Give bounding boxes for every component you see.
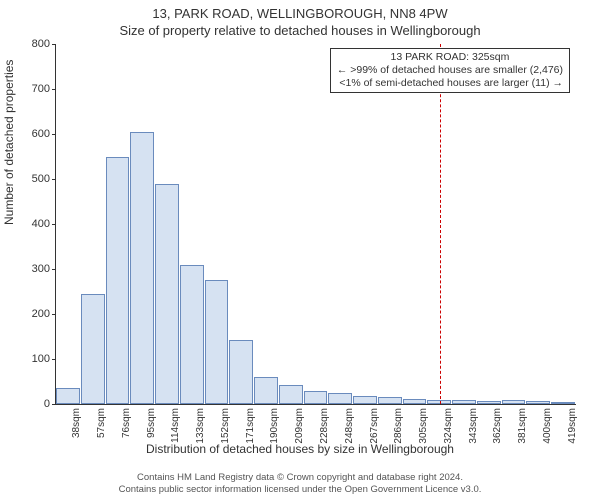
y-tick-label: 700 [28, 83, 50, 95]
histogram-bar [304, 391, 328, 405]
x-tick-label: 57sqm [96, 408, 107, 438]
histogram-bar [205, 280, 229, 404]
x-tick-label: 305sqm [418, 408, 429, 444]
histogram-bar [403, 399, 427, 404]
y-tick-label: 500 [28, 173, 50, 185]
x-tick-label: 286sqm [393, 408, 404, 444]
chart-title: Size of property relative to detached ho… [0, 21, 600, 38]
annot-line3: <1% of semi-detached houses are larger (… [337, 77, 563, 90]
x-tick-label: 343sqm [468, 408, 479, 444]
chart-supertitle: 13, PARK ROAD, WELLINGBOROUGH, NN8 4PW [0, 0, 600, 21]
x-tick-label: 190sqm [269, 408, 280, 444]
histogram-bar [477, 401, 501, 404]
histogram-bar [328, 393, 352, 404]
x-tick-label: 95sqm [146, 408, 157, 438]
x-tick-label: 419sqm [567, 408, 578, 444]
x-tick-label: 362sqm [492, 408, 503, 444]
y-tick-label: 800 [28, 38, 50, 50]
footer-attribution: Contains HM Land Registry data © Crown c… [0, 472, 600, 496]
histogram-bar [353, 396, 377, 404]
histogram-bar [526, 401, 550, 404]
x-tick-label: 400sqm [542, 408, 553, 444]
plot-area: 38sqm57sqm76sqm95sqm114sqm133sqm152sqm17… [55, 44, 575, 404]
x-tick-label: 152sqm [220, 408, 231, 444]
chart-container: 13, PARK ROAD, WELLINGBOROUGH, NN8 4PW S… [0, 0, 600, 500]
histogram-bar [81, 294, 105, 404]
x-tick-label: 38sqm [71, 408, 82, 438]
y-tick-label: 300 [28, 263, 50, 275]
x-tick-label: 228sqm [319, 408, 330, 444]
y-tick-label: 100 [28, 353, 50, 365]
annot-line2: ← >99% of detached houses are smaller (2… [337, 64, 563, 77]
x-tick-label: 76sqm [121, 408, 132, 438]
property-marker-line [440, 44, 441, 404]
y-tick-label: 600 [28, 128, 50, 140]
x-axis-label: Distribution of detached houses by size … [0, 442, 600, 456]
footer-line1: Contains HM Land Registry data © Crown c… [0, 472, 600, 484]
x-tick-label: 133sqm [195, 408, 206, 444]
x-tick-label: 114sqm [170, 408, 181, 443]
y-tick-label: 400 [28, 218, 50, 230]
y-tick-label: 200 [28, 308, 50, 320]
histogram-bar [502, 400, 526, 404]
y-axis-label: Number of detached properties [2, 60, 16, 225]
x-tick-label: 209sqm [294, 408, 305, 444]
x-tick-label: 381sqm [517, 408, 528, 444]
x-tick-label: 171sqm [245, 408, 256, 444]
histogram-bar [452, 400, 476, 404]
y-tick-label: 0 [28, 398, 50, 410]
x-tick-label: 324sqm [443, 408, 454, 444]
histogram-bar [106, 157, 130, 404]
histogram-bar [155, 184, 179, 405]
plot: 38sqm57sqm76sqm95sqm114sqm133sqm152sqm17… [55, 44, 576, 405]
histogram-bar [229, 340, 253, 404]
footer-line2: Contains public sector information licen… [0, 484, 600, 496]
histogram-bar [378, 397, 402, 404]
annotation-box: 13 PARK ROAD: 325sqm← >99% of detached h… [330, 48, 570, 93]
histogram-bar [56, 388, 80, 404]
x-tick-label: 248sqm [344, 408, 355, 444]
annot-line1: 13 PARK ROAD: 325sqm [337, 51, 563, 64]
x-tick-label: 267sqm [369, 408, 380, 444]
histogram-bar [254, 377, 278, 404]
histogram-bar [180, 265, 204, 405]
histogram-bar [130, 132, 154, 404]
histogram-bar [551, 402, 575, 404]
histogram-bar [279, 385, 303, 404]
